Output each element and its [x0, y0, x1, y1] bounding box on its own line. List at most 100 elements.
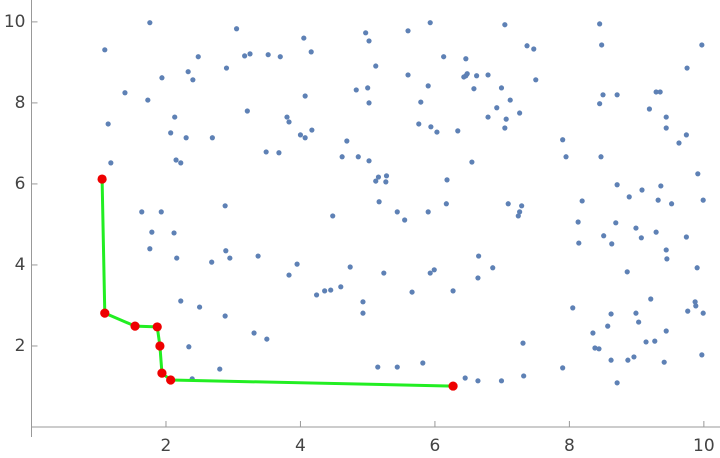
- point: [699, 352, 705, 358]
- point: [308, 49, 314, 55]
- point: [178, 160, 184, 166]
- point: [108, 160, 114, 166]
- point: [575, 219, 581, 225]
- point: [636, 319, 642, 325]
- point: [149, 229, 155, 235]
- point: [418, 99, 424, 105]
- point: [223, 65, 230, 71]
- path-point: [97, 174, 107, 184]
- point: [178, 298, 184, 304]
- point: [699, 42, 705, 48]
- point: [596, 346, 602, 352]
- point: [626, 194, 632, 200]
- path-point: [155, 341, 165, 351]
- point: [363, 30, 369, 36]
- point: [663, 328, 669, 334]
- point: [694, 265, 700, 271]
- point: [242, 53, 248, 59]
- point: [502, 125, 508, 131]
- point: [425, 209, 431, 215]
- point: [560, 137, 566, 143]
- point: [676, 140, 682, 146]
- point: [663, 247, 669, 253]
- point: [655, 197, 661, 203]
- point: [503, 116, 509, 122]
- point: [693, 303, 699, 309]
- point: [302, 93, 308, 99]
- point: [147, 20, 153, 26]
- point: [172, 114, 178, 120]
- point: [427, 270, 433, 276]
- point: [592, 345, 598, 351]
- point: [339, 154, 345, 160]
- point: [502, 22, 508, 28]
- point: [158, 209, 164, 215]
- point: [383, 179, 389, 185]
- point: [485, 114, 491, 120]
- point: [490, 265, 496, 271]
- point: [373, 178, 379, 184]
- point: [360, 310, 366, 316]
- point: [313, 292, 320, 298]
- point: [173, 157, 179, 163]
- point: [519, 203, 525, 209]
- point: [474, 73, 480, 79]
- point: [608, 311, 614, 317]
- path-point: [100, 308, 110, 318]
- point: [405, 28, 411, 34]
- point: [360, 299, 366, 305]
- point: [286, 119, 292, 125]
- point: [366, 158, 372, 164]
- point: [576, 240, 582, 246]
- point: [122, 90, 128, 96]
- point: [186, 344, 192, 350]
- point: [700, 310, 706, 316]
- point: [376, 199, 382, 205]
- point: [353, 87, 359, 93]
- point: [431, 267, 437, 273]
- point: [461, 74, 467, 80]
- point: [455, 128, 461, 134]
- point: [462, 375, 468, 381]
- point: [428, 124, 434, 130]
- point: [598, 154, 604, 160]
- point: [347, 264, 353, 270]
- point: [668, 201, 675, 207]
- point: [416, 121, 422, 127]
- x-tick-label: 6: [430, 436, 441, 456]
- point: [570, 305, 576, 311]
- point: [684, 65, 690, 71]
- point: [344, 138, 350, 144]
- point: [646, 106, 653, 112]
- x-tick-label: 10: [693, 436, 715, 456]
- point: [247, 51, 253, 57]
- point: [700, 197, 706, 203]
- point: [505, 201, 511, 207]
- point: [695, 171, 701, 177]
- path-point: [448, 381, 458, 391]
- point: [560, 365, 566, 371]
- point: [381, 270, 387, 276]
- point: [276, 150, 282, 156]
- y-tick-label: 6: [15, 174, 26, 194]
- point: [608, 357, 614, 363]
- point: [597, 21, 603, 27]
- point: [471, 86, 477, 92]
- path-point: [130, 321, 140, 331]
- point: [139, 209, 145, 215]
- point: [159, 75, 165, 81]
- point: [638, 235, 644, 241]
- point: [661, 359, 667, 365]
- point: [174, 255, 180, 261]
- point: [498, 378, 505, 384]
- point: [302, 135, 308, 141]
- point: [563, 154, 569, 160]
- point: [639, 187, 645, 193]
- point: [222, 203, 228, 209]
- point: [613, 220, 619, 226]
- point: [469, 159, 475, 165]
- x-tick-label: 8: [564, 436, 575, 456]
- point: [338, 284, 344, 290]
- point: [653, 229, 659, 235]
- point: [394, 364, 400, 370]
